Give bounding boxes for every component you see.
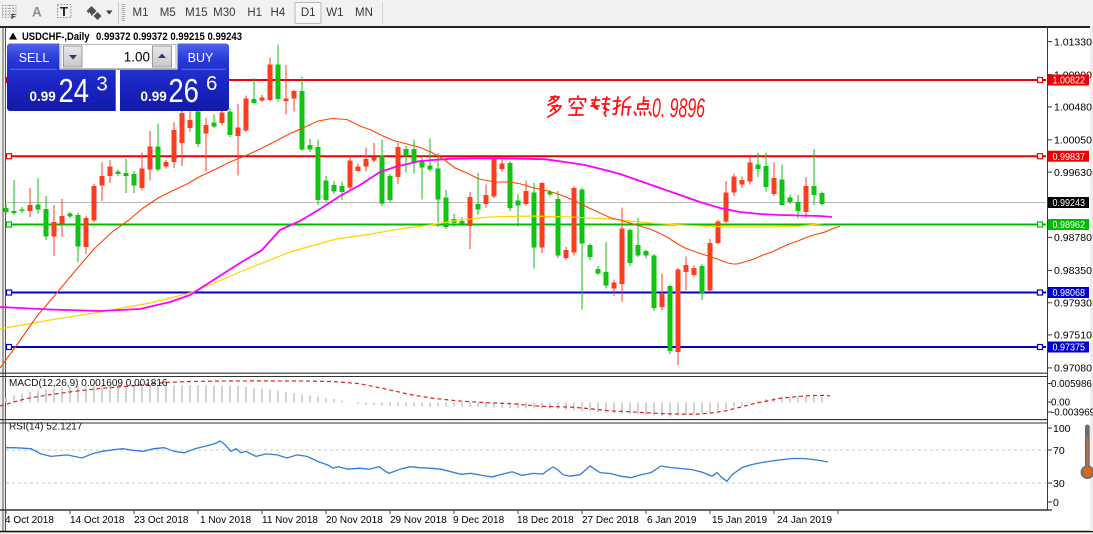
svg-text:M15: M15 <box>185 7 207 19</box>
svg-text:24: 24 <box>59 72 90 109</box>
svg-text:1.00480: 1.00480 <box>1054 102 1092 114</box>
svg-text:30: 30 <box>1053 478 1065 490</box>
svg-text:1.00: 1.00 <box>124 50 150 65</box>
svg-text:23 Oct 2018: 23 Oct 2018 <box>134 515 189 526</box>
svg-text:RSI(14) 52.1217: RSI(14) 52.1217 <box>9 422 83 433</box>
svg-text:0.98780: 0.98780 <box>1054 232 1092 244</box>
svg-text:20 Nov 2018: 20 Nov 2018 <box>326 515 383 526</box>
svg-text:1 Nov 2018: 1 Nov 2018 <box>200 515 252 526</box>
svg-text:0.005986: 0.005986 <box>1051 379 1092 390</box>
svg-text:0.99837: 0.99837 <box>1053 152 1086 163</box>
svg-text:6 Jan 2019: 6 Jan 2019 <box>647 515 697 526</box>
svg-text:M1: M1 <box>133 7 149 19</box>
svg-text:0.97375: 0.97375 <box>1053 343 1086 354</box>
svg-text:3: 3 <box>96 72 107 95</box>
svg-text:M5: M5 <box>160 7 176 19</box>
svg-text:0.99: 0.99 <box>141 89 167 104</box>
svg-text:1.00822: 1.00822 <box>1053 76 1086 87</box>
svg-text:6: 6 <box>206 72 217 95</box>
svg-text:F: F <box>11 12 16 21</box>
svg-text:H1: H1 <box>247 7 262 19</box>
svg-text:0.97080: 0.97080 <box>1054 363 1092 375</box>
svg-text:27 Dec 2018: 27 Dec 2018 <box>582 515 639 526</box>
svg-text:15 Jan 2019: 15 Jan 2019 <box>712 515 767 526</box>
svg-text:0.98068: 0.98068 <box>1053 288 1086 299</box>
svg-text:0.99630: 0.99630 <box>1054 167 1092 179</box>
svg-text:0.99372 0.99372 0.99215 0.9924: 0.99372 0.99372 0.99215 0.99243 <box>96 31 242 43</box>
svg-text:0.99243: 0.99243 <box>1053 198 1086 209</box>
svg-text:MN: MN <box>355 7 373 19</box>
svg-text:0.99: 0.99 <box>30 89 56 104</box>
svg-text:11 Nov 2018: 11 Nov 2018 <box>262 515 318 526</box>
svg-text:0. 9896: 0. 9896 <box>652 93 706 123</box>
svg-text:0.98962: 0.98962 <box>1053 220 1086 231</box>
svg-text:A: A <box>32 5 42 20</box>
svg-text:M30: M30 <box>213 7 235 19</box>
svg-text:26: 26 <box>168 72 199 109</box>
svg-text:W1: W1 <box>326 7 343 19</box>
svg-text:0.97930: 0.97930 <box>1054 298 1092 310</box>
svg-text:9 Dec 2018: 9 Dec 2018 <box>453 515 505 526</box>
svg-text:100: 100 <box>1053 423 1071 435</box>
svg-text:SELL: SELL <box>19 51 50 65</box>
svg-text:0: 0 <box>1053 497 1059 509</box>
svg-text:29 Nov 2018: 29 Nov 2018 <box>390 515 447 526</box>
svg-text:D1: D1 <box>301 7 316 19</box>
svg-text:24 Jan 2019: 24 Jan 2019 <box>777 515 832 526</box>
svg-text:0.97510: 0.97510 <box>1054 330 1092 342</box>
svg-text:0.00: 0.00 <box>1051 398 1071 409</box>
svg-text:70: 70 <box>1053 445 1065 457</box>
svg-text:1.01330: 1.01330 <box>1054 36 1092 48</box>
svg-text:14 Oct 2018: 14 Oct 2018 <box>70 515 125 526</box>
svg-text:BUY: BUY <box>188 51 214 65</box>
svg-text:H4: H4 <box>271 7 286 19</box>
svg-text:MACD(12,26,9) 0.001609 0.00181: MACD(12,26,9) 0.001609 0.001816 <box>9 378 168 389</box>
svg-text:T: T <box>60 4 68 19</box>
svg-text:0.98350: 0.98350 <box>1054 265 1092 277</box>
svg-text:18 Dec 2018: 18 Dec 2018 <box>517 515 574 526</box>
svg-text:USDCHF-,Daily: USDCHF-,Daily <box>22 31 90 43</box>
svg-text:-0.003969: -0.003969 <box>1051 408 1093 419</box>
svg-text:1.00050: 1.00050 <box>1054 135 1092 147</box>
svg-text:4 Oct 2018: 4 Oct 2018 <box>5 515 54 526</box>
